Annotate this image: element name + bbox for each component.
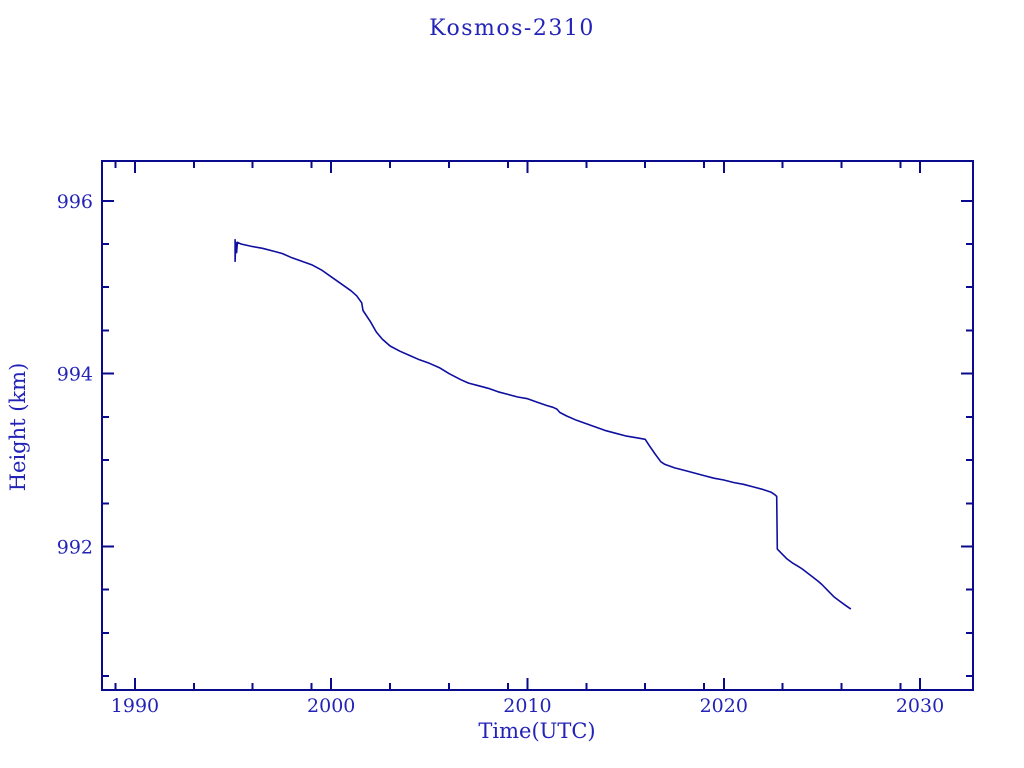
x-tick-label: 1990 (111, 695, 159, 717)
y-tick-label: 994 (57, 364, 93, 386)
x-tick-label: 2010 (503, 695, 551, 717)
x-tick-label: 2030 (896, 695, 944, 717)
x-axis-label: Time(UTC) (478, 719, 596, 743)
y-tick-label: 996 (57, 191, 93, 213)
data-curve-height-km (234, 238, 852, 610)
y-axis-label: Height (km) (6, 362, 30, 492)
plot-frame (101, 160, 974, 691)
y-tick-label: 992 (57, 537, 93, 559)
x-tick-label: 2000 (307, 695, 355, 717)
x-tick-label: 2020 (700, 695, 748, 717)
chart-title: Kosmos-2310 (429, 16, 595, 41)
